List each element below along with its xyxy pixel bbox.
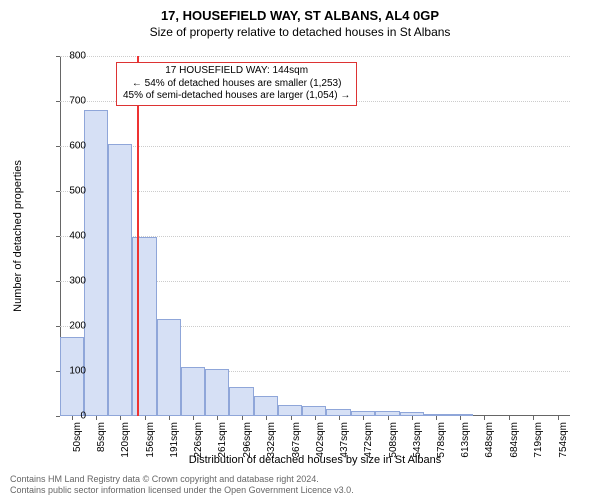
annotation-line-2: ← 54% of detached houses are smaller (1,… [123,78,350,91]
x-tick-mark [266,416,267,420]
x-tick-mark [217,416,218,420]
title-main: 17, HOUSEFIELD WAY, ST ALBANS, AL4 0GP [0,0,600,23]
x-tick-label: 543sqm [412,422,423,464]
histogram-bar [157,319,181,416]
x-tick-mark [315,416,316,420]
y-tick-label: 700 [56,96,86,107]
x-tick-mark [169,416,170,420]
property-marker-line [137,56,139,416]
annotation-line-1: 17 HOUSEFIELD WAY: 144sqm [123,65,350,78]
histogram-bar [84,110,108,416]
y-axis-label: Number of detached properties [12,146,24,326]
x-tick-mark [460,416,461,420]
histogram-bar [278,405,302,416]
x-tick-mark [120,416,121,420]
x-tick-mark [145,416,146,420]
x-tick-mark [509,416,510,420]
x-tick-mark [533,416,534,420]
footer-line-1: Contains HM Land Registry data © Crown c… [10,474,354,485]
x-tick-mark [193,416,194,420]
y-tick-label: 400 [56,231,86,242]
y-tick-label: 600 [56,141,86,152]
x-tick-label: 50sqm [72,422,83,464]
x-tick-mark [291,416,292,420]
histogram-bar [205,369,229,416]
x-tick-label: 437sqm [339,422,350,464]
x-tick-mark [388,416,389,420]
histogram-bar [181,367,205,416]
annotation-box: 17 HOUSEFIELD WAY: 144sqm ← 54% of detac… [116,62,357,106]
x-tick-label: 578sqm [436,422,447,464]
annotation-line-3: 45% of semi-detached houses are larger (… [123,90,350,103]
x-tick-label: 191sqm [169,422,180,464]
y-tick-label: 100 [56,366,86,377]
plot [60,56,570,416]
x-tick-mark [436,416,437,420]
x-tick-mark [96,416,97,420]
title-sub: Size of property relative to detached ho… [0,23,600,39]
x-tick-label: 508sqm [388,422,399,464]
x-tick-mark [242,416,243,420]
x-tick-label: 684sqm [509,422,520,464]
x-tick-label: 226sqm [193,422,204,464]
x-tick-label: 261sqm [217,422,228,464]
y-tick-label: 800 [56,51,86,62]
histogram-bar [254,396,278,416]
histogram-bar [326,409,351,416]
x-tick-mark [484,416,485,420]
histogram-bar [302,406,326,416]
x-tick-label: 613sqm [460,422,471,464]
x-tick-label: 648sqm [484,422,495,464]
x-tick-label: 156sqm [145,422,156,464]
y-axis-label-container: Number of detached properties [8,56,22,416]
x-tick-mark [339,416,340,420]
histogram-bar [108,144,132,416]
x-tick-label: 754sqm [558,422,569,464]
x-tick-label: 472sqm [363,422,374,464]
x-tick-label: 367sqm [291,422,302,464]
y-tick-label: 300 [56,276,86,287]
histogram-bar [229,387,254,416]
x-tick-mark [363,416,364,420]
y-tick-label: 500 [56,186,86,197]
x-tick-label: 332sqm [266,422,277,464]
x-tick-label: 120sqm [120,422,131,464]
chart-area: 17 HOUSEFIELD WAY: 144sqm ← 54% of detac… [60,56,570,416]
x-tick-label: 402sqm [315,422,326,464]
footer-line-2: Contains public sector information licen… [10,485,354,496]
x-tick-mark [412,416,413,420]
x-tick-label: 85sqm [96,422,107,464]
y-tick-label: 200 [56,321,86,332]
y-tick-label: 0 [56,411,86,422]
x-tick-mark [558,416,559,420]
footer: Contains HM Land Registry data © Crown c… [10,474,354,496]
x-tick-label: 296sqm [242,422,253,464]
x-tick-label: 719sqm [533,422,544,464]
histogram-bar [60,337,84,416]
